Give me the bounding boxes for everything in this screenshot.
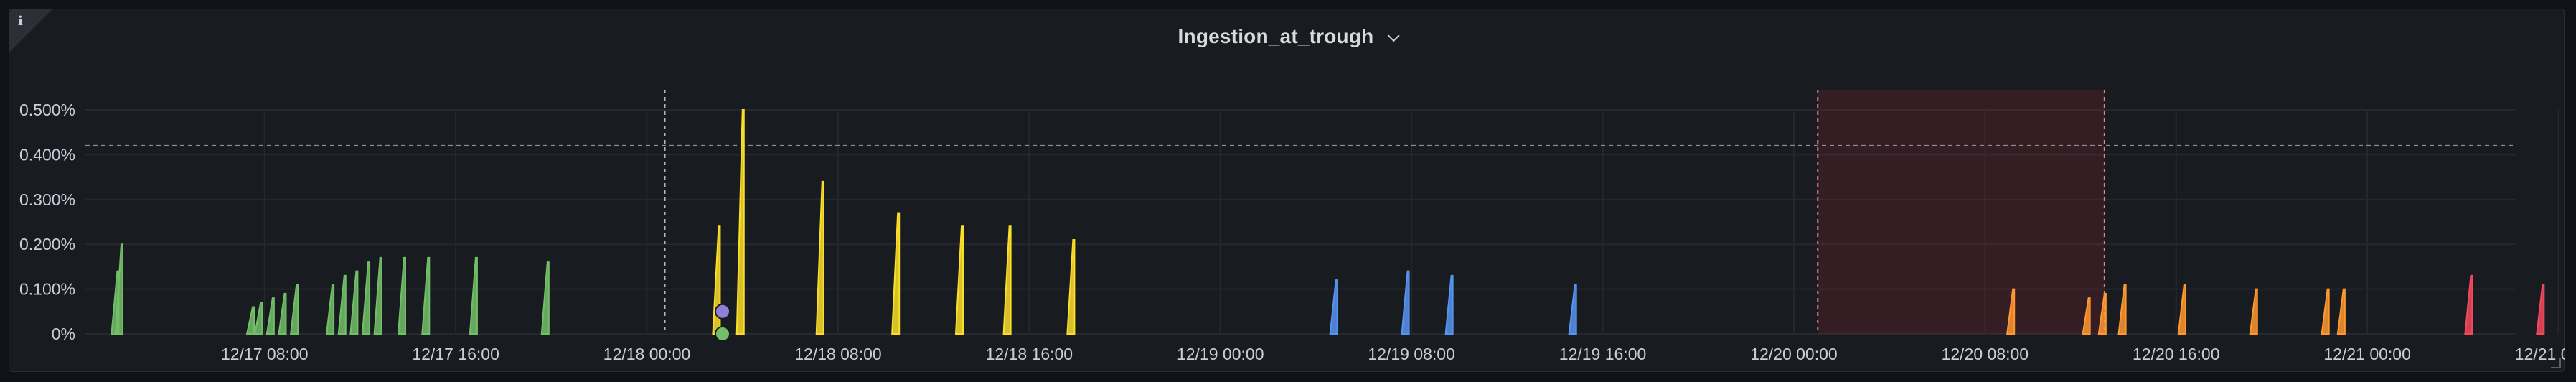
series (2464, 274, 2545, 335)
annotation-marker[interactable] (715, 326, 730, 342)
x-tick-label: 12/17 08:00 (221, 345, 309, 363)
y-tick-label: 0.300% (19, 190, 75, 209)
spike (2464, 274, 2473, 335)
spike (421, 256, 431, 335)
x-tick-label: 12/19 16:00 (1559, 345, 1647, 363)
x-tick-label: 12/20 00:00 (1750, 345, 1838, 363)
spike (2249, 288, 2258, 335)
annotation-marker[interactable] (715, 303, 730, 320)
spike (325, 284, 335, 335)
x-tick-label: 12/21 00:00 (2323, 345, 2411, 363)
spike (1329, 279, 1338, 335)
panel-header: Ingestion_at_trough (9, 25, 2564, 48)
time-region (1818, 90, 2105, 334)
spike (469, 256, 478, 335)
resize-handle[interactable] (2551, 358, 2561, 368)
y-tick-label: 0% (52, 325, 75, 343)
spike (2336, 288, 2346, 335)
spike (397, 256, 406, 335)
y-tick-label: 0.100% (19, 280, 75, 299)
panel-title[interactable]: Ingestion_at_trough (1177, 25, 1374, 47)
spike (245, 306, 255, 335)
spike (2117, 284, 2127, 335)
spike (2082, 297, 2091, 335)
x-tick-label: 12/17 16:00 (412, 345, 499, 363)
spike (954, 225, 964, 335)
x-tick-label: 12/19 00:00 (1177, 345, 1264, 363)
spike (114, 243, 123, 335)
spike (1066, 238, 1076, 335)
x-tick-label: 12/18 16:00 (986, 345, 1073, 363)
spike (2321, 288, 2330, 335)
series (712, 109, 1076, 335)
spike (265, 297, 275, 335)
spike (349, 270, 359, 335)
x-tick-label: 12/21 08:00 (2515, 345, 2565, 363)
x-tick-label: 12/18 00:00 (603, 345, 691, 363)
spike (254, 302, 263, 335)
panel-corner (9, 9, 52, 52)
series (111, 243, 550, 335)
y-tick-label: 0.500% (19, 101, 75, 119)
spike (2006, 288, 2016, 335)
spike (1444, 274, 1454, 335)
spike (540, 261, 550, 335)
spike (2097, 292, 2107, 335)
spike (2177, 284, 2186, 335)
y-tick-label: 0.200% (19, 235, 75, 253)
spike (361, 261, 371, 335)
y-tick-label: 0.400% (19, 145, 75, 164)
spike (337, 274, 347, 335)
spike (1401, 270, 1410, 335)
spike (290, 284, 299, 335)
spike (2536, 284, 2545, 335)
spike (373, 256, 382, 335)
spike (278, 292, 287, 335)
series (1329, 270, 1577, 335)
spike (815, 180, 824, 335)
panel: i Ingestion_at_trough 0% 0.100% 0.200% 0.30… (9, 9, 2565, 372)
spike (735, 109, 745, 335)
time-series-chart[interactable]: 0% 0.100% 0.200% 0.300% 0.400% 0.500% 12/17 08… (9, 9, 2565, 373)
x-tick-label: 12/19 08:00 (1368, 345, 1455, 363)
info-icon[interactable]: i (18, 14, 23, 29)
spike (891, 212, 901, 335)
series (2006, 284, 2346, 335)
x-tick-label: 12/18 08:00 (794, 345, 882, 363)
x-tick-label: 12/20 08:00 (1942, 345, 2029, 363)
spike (1568, 284, 1577, 335)
x-tick-label: 12/20 16:00 (2133, 345, 2220, 363)
spike (1002, 225, 1012, 335)
